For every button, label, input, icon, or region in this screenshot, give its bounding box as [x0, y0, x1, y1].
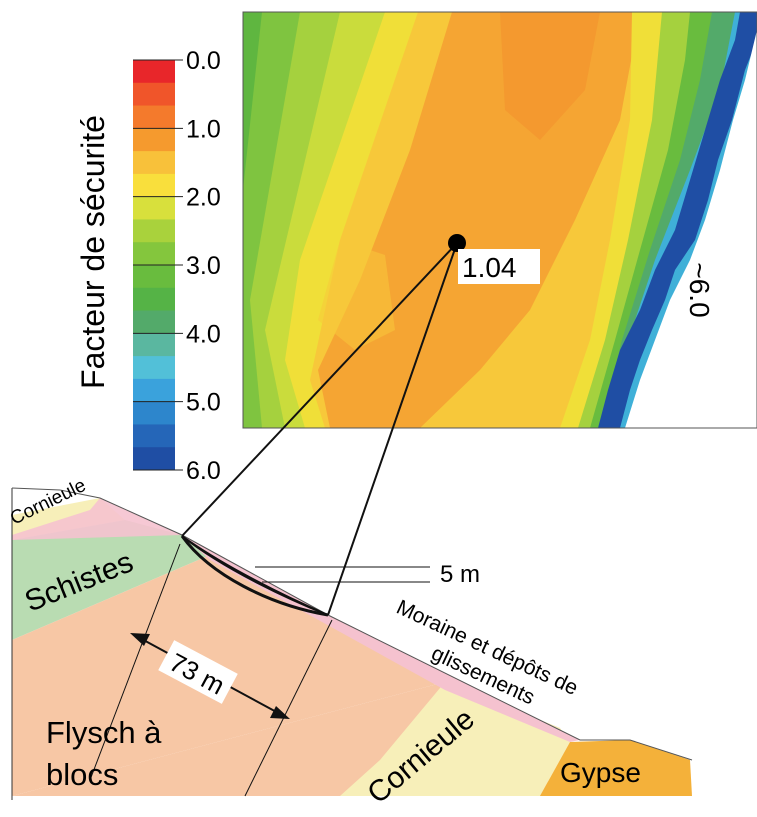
- legend-title: Facteur de sécurité: [75, 115, 111, 389]
- dimension-label-box: [158, 640, 238, 704]
- legend-color-step: [133, 378, 175, 403]
- point-value-box: [458, 249, 540, 284]
- projection-line-right: [327, 242, 458, 616]
- dimension-arrow-right: [270, 706, 290, 719]
- legend-color-step: [133, 151, 175, 175]
- point-value-label: 1.04: [462, 252, 517, 283]
- legend-tick-label: 3.0: [186, 252, 221, 280]
- legend-color-step: [133, 173, 175, 198]
- label-flysch-line2: blocs: [46, 757, 118, 792]
- legend-tick-label: 0.0: [186, 47, 221, 75]
- layer-moraine-upper: [12, 498, 182, 540]
- legend-tick-label: 1.0: [186, 115, 221, 143]
- ground-surface: [11, 487, 693, 761]
- legend-color-step: [133, 242, 175, 266]
- legend-tick-label: 6.0: [186, 457, 221, 485]
- dimension-guide-right: [244, 619, 333, 797]
- layer-schistes: [12, 520, 210, 640]
- legend-color-step: [133, 310, 175, 334]
- legend-tick-labels: 0.0 1.0 2.0 3.0 4.0 5.0 6.0: [133, 47, 221, 485]
- legend-color-step: [133, 265, 175, 289]
- layer-gypse: [540, 740, 692, 796]
- cross-section: 5 m 73 m Cornieule Schistes Moraine et d…: [7, 242, 712, 810]
- legend-tick-label: 5.0: [186, 389, 221, 417]
- legend-color-step: [133, 401, 175, 425]
- color-scale-legend: Facteur de sécurité 0.0 1.0 2.0 3.0 4.0 5.0 6.…: [75, 47, 221, 485]
- dimension-arrow-left: [130, 633, 150, 646]
- edge-value-label: ~6.0: [684, 262, 715, 317]
- dimension-guide-left: [89, 543, 181, 781]
- legend-color-step: [133, 219, 175, 243]
- map-frame: [242, 11, 757, 429]
- slip-surface-line: [180, 535, 329, 617]
- legend-tick-label: 4.0: [186, 320, 221, 348]
- critical-point-marker: [448, 234, 466, 252]
- projection-line-left: [181, 242, 458, 537]
- legend-color-step: [133, 424, 175, 448]
- color-scale-bar: [133, 60, 175, 471]
- legend-color-step: [133, 60, 175, 84]
- label-flysch-line1: Flysch à: [46, 715, 162, 750]
- legend-color-step: [133, 333, 175, 357]
- legend-color-step: [133, 128, 175, 152]
- legend-color-step: [133, 287, 175, 312]
- legend-color-step: [133, 105, 175, 129]
- label-gypse: Gypse: [560, 757, 641, 788]
- layer-moraine: [182, 535, 580, 742]
- legend-color-step: [133, 447, 175, 471]
- legend-color-step: [133, 356, 175, 380]
- depth-label: 5 m: [440, 561, 480, 588]
- legend-color-step: [133, 196, 175, 220]
- legend-color-step: [133, 82, 175, 107]
- safety-factor-map: [243, 12, 757, 428]
- legend-tick-label: 2.0: [186, 184, 221, 212]
